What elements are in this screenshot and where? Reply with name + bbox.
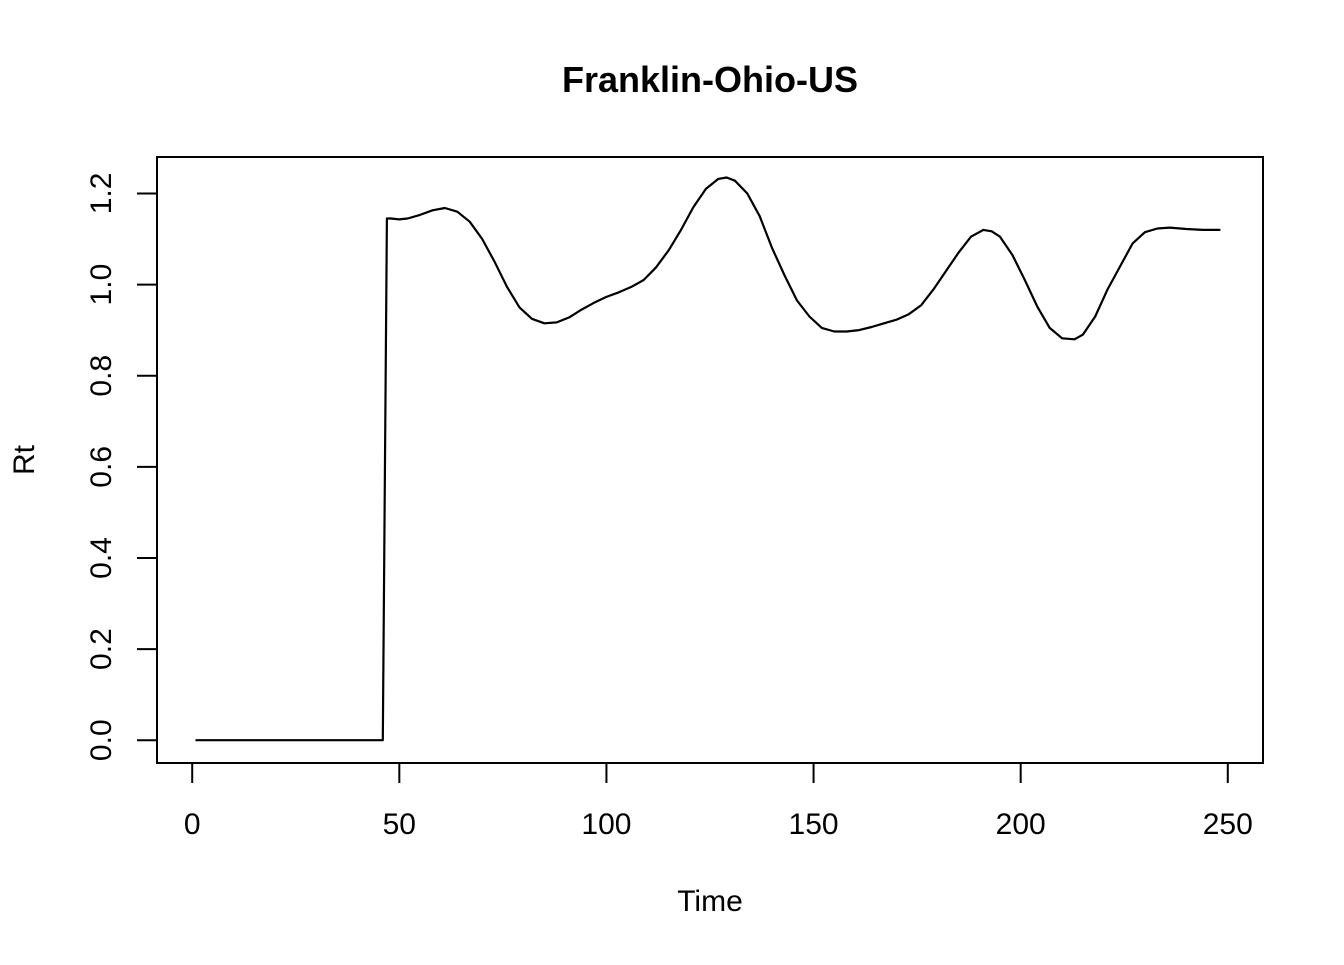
y-tick-label: 0.6 xyxy=(85,446,118,488)
x-tick-label: 200 xyxy=(996,808,1046,841)
y-axis: 0.0 0.2 0.4 0.6 0.8 1.0 1.2 xyxy=(85,173,158,761)
x-tick-label: 0 xyxy=(184,808,201,841)
y-tick-label: 0.0 xyxy=(85,719,118,761)
chart-title: Franklin-Ohio-US xyxy=(562,59,858,100)
x-tick-label: 50 xyxy=(383,808,416,841)
y-tick-label: 1.2 xyxy=(85,173,118,215)
x-tick-label: 150 xyxy=(789,808,839,841)
x-axis: 0 50 100 150 200 250 xyxy=(184,762,1253,841)
y-tick-label: 1.0 xyxy=(85,264,118,306)
y-axis-label: Rt xyxy=(8,444,41,475)
x-axis-label: Time xyxy=(677,885,743,918)
y-tick-label: 0.2 xyxy=(85,628,118,670)
plot-frame xyxy=(156,156,1264,764)
rt-series-line xyxy=(195,176,1221,742)
series-layer xyxy=(195,176,1221,742)
x-tick-label: 250 xyxy=(1203,808,1253,841)
y-tick-label: 0.4 xyxy=(85,537,118,579)
x-tick-label: 100 xyxy=(581,808,631,841)
y-tick-label: 0.8 xyxy=(85,355,118,397)
